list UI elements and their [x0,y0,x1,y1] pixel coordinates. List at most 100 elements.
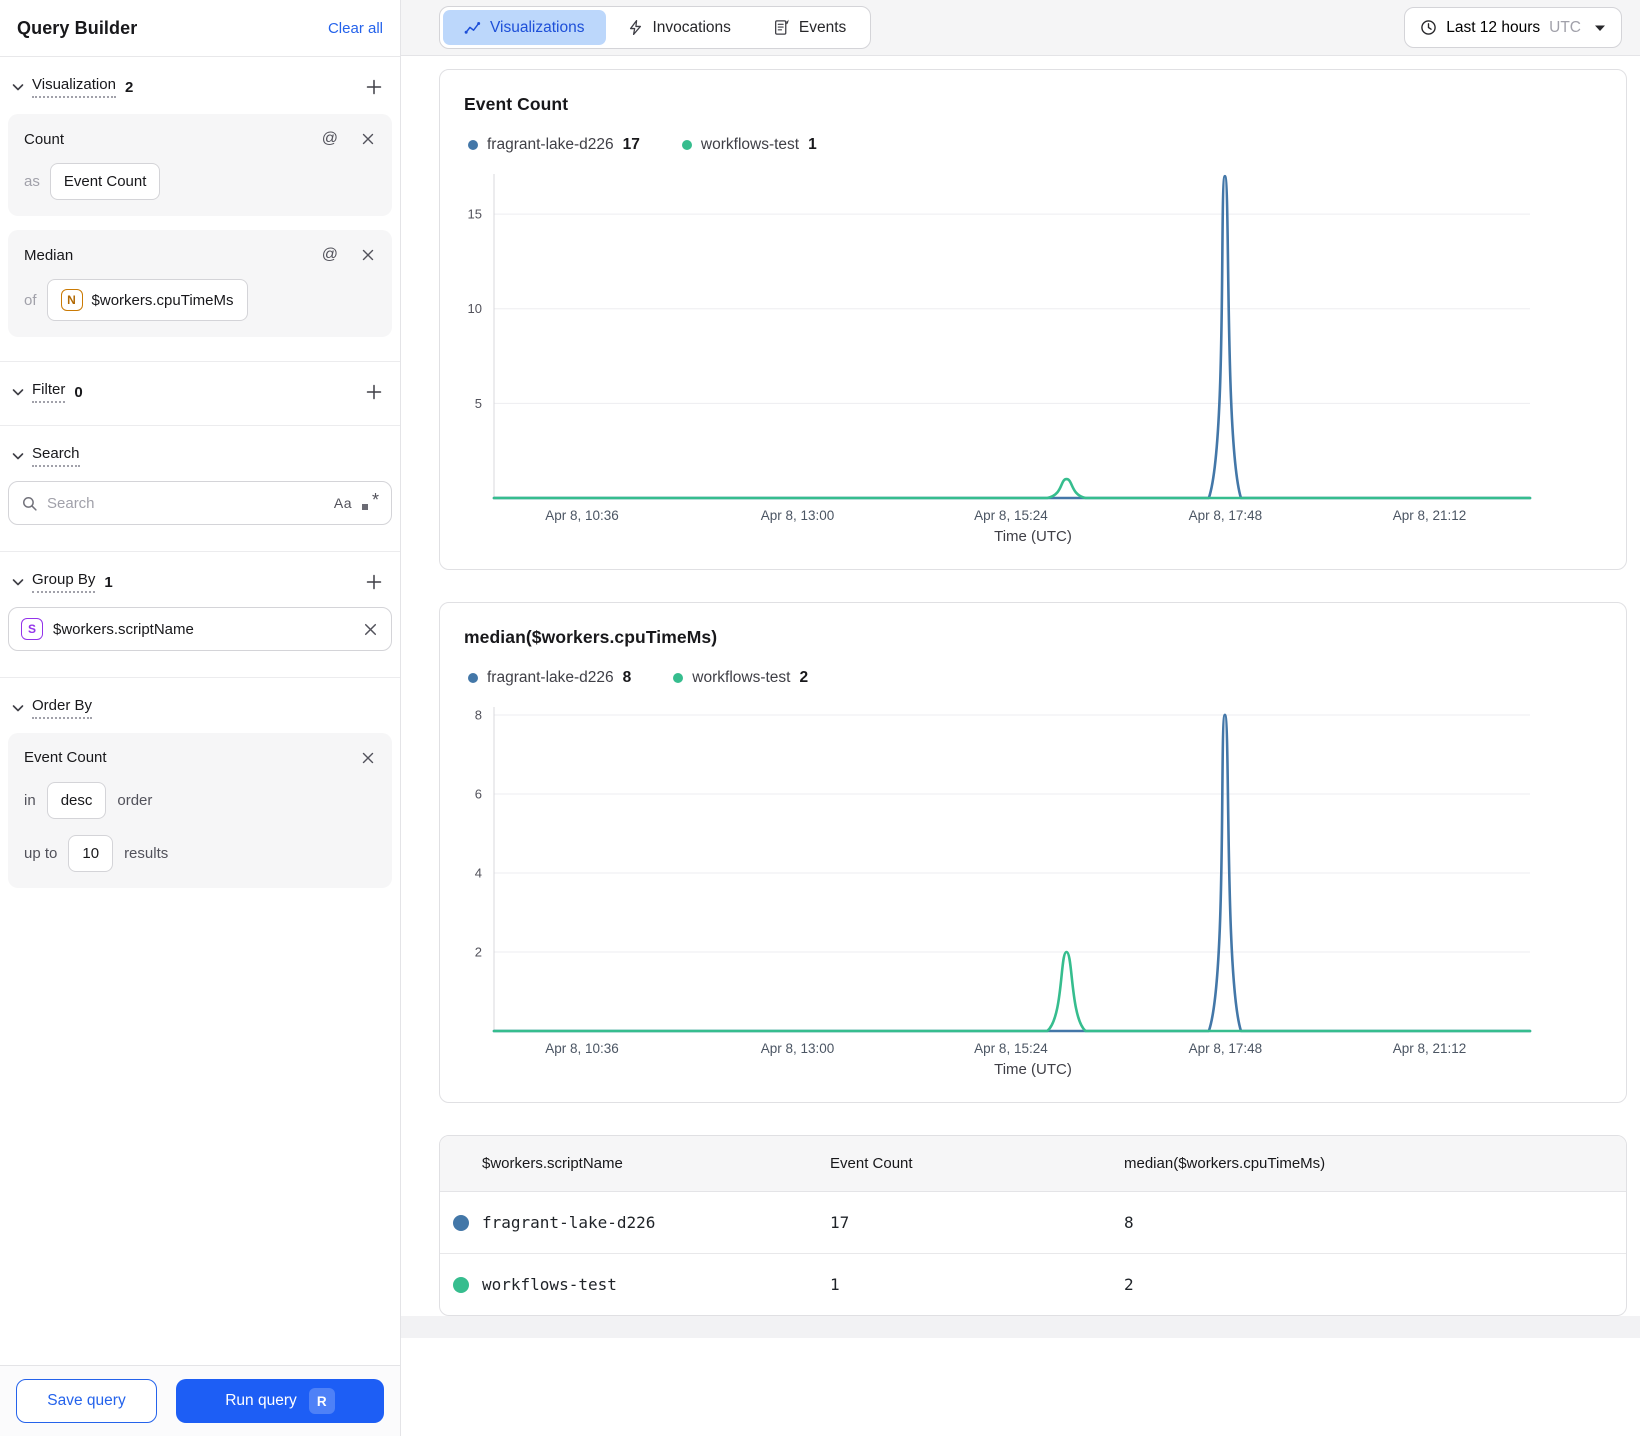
visualization-name: Count [24,130,65,148]
tab-label: Visualizations [490,18,585,36]
topbar: Visualizations Invocations Events Last 1… [401,0,1640,56]
series-color-dot [453,1276,469,1293]
match-case-icon[interactable]: Aa [333,495,352,511]
remove-visualization-button[interactable] [360,131,376,147]
svg-text:Apr 8, 17:48: Apr 8, 17:48 [1189,1041,1263,1056]
legend-series-name: workflows-test [700,136,800,153]
of-label: of [24,291,37,309]
lightning-icon [629,19,641,36]
group-by-section: Group By 1 S $workers.scriptName [0,551,400,677]
chart-legend: fragrant-lake-d226 17 workflows-test 1 [468,136,1602,154]
order-label: order [117,792,153,809]
cell-script-name: workflows-test [482,1275,617,1294]
at-sign-icon[interactable]: @ [321,130,338,147]
svg-text:8: 8 [475,707,482,722]
legend-item[interactable]: workflows-test 1 [681,136,817,154]
results-table: $workers.scriptName Event Count median($… [439,1135,1627,1316]
chevron-down-icon[interactable] [10,448,26,464]
order-by-section-label: Order By [32,697,93,719]
visualization-section: Visualization 2 Count @ as [0,57,400,361]
tab-visualizations[interactable]: Visualizations [443,10,606,45]
plus-icon [366,79,382,95]
svg-text:2: 2 [475,944,482,959]
table-row[interactable]: fragrant-lake-d226 17 8 [440,1192,1626,1254]
alias-value: Event Count [63,173,147,190]
sort-direction-value: desc [60,792,93,809]
tab-events[interactable]: Events [752,10,867,45]
svg-text:Apr 8, 15:24: Apr 8, 15:24 [974,1041,1048,1056]
tab-label: Events [798,18,847,36]
chevron-down-icon[interactable] [10,384,26,400]
svg-text:Apr 8, 10:36: Apr 8, 10:36 [545,508,619,523]
median-cpu-panel: median($workers.cpuTimeMs) fragrant-lake… [439,602,1627,1103]
document-icon [774,19,789,35]
legend-item[interactable]: fragrant-lake-d226 8 [468,669,631,687]
search-input[interactable] [47,494,325,512]
sidebar-scroll-area: Visualization 2 Count @ as [0,57,400,1365]
group-by-item[interactable]: S $workers.scriptName [8,607,392,651]
add-filter-button[interactable] [364,382,384,402]
up-to-label: up to [24,845,58,862]
search-section-label: Search [32,445,80,467]
alias-button[interactable]: Event Count [49,163,161,200]
remove-group-by-button[interactable] [362,621,379,638]
event-count-chart[interactable]: 5 10 15 Apr 8, 10:36 Apr 8, 13:00 Apr 8, 15:2… [464,164,1603,526]
legend-series-name: fragrant-lake-d226 [487,669,614,686]
cell-event-count: 1 [830,1275,840,1294]
x-axis-title: Time (UTC) [994,1061,1072,1078]
svg-text:4: 4 [475,865,482,880]
filter-section: Filter 0 [0,361,400,425]
main-content: Event Count fragrant-lake-d226 17 workfl… [401,56,1640,1436]
legend-dot [468,140,478,150]
tab-label: Invocations [652,18,731,36]
at-sign-icon[interactable]: @ [321,246,338,263]
add-group-by-button[interactable] [364,572,384,592]
sidebar-header: Query Builder Clear all [0,0,400,57]
svg-text:Apr 8, 21:12: Apr 8, 21:12 [1393,508,1467,523]
time-range-dropdown[interactable]: Last 12 hours UTC [1404,7,1622,48]
legend-item[interactable]: fragrant-lake-d226 17 [468,136,640,154]
median-cpu-chart[interactable]: 2 4 6 8 Apr 8, 10:36 Apr 8, 13:00 Apr 8, 15:24… [464,697,1603,1059]
close-icon [362,133,374,145]
filter-section-label: Filter [32,381,66,403]
order-by-field: Event Count [24,749,107,766]
regex-icon[interactable]: * [361,490,379,512]
legend-series-total: 8 [622,669,632,686]
clock-icon [1421,20,1436,35]
svg-text:6: 6 [475,786,482,801]
visualization-section-label: Visualization [32,76,116,98]
chevron-down-icon[interactable] [10,700,26,716]
bottom-strip [401,1316,1640,1338]
caret-down-icon [1595,25,1605,31]
legend-item[interactable]: workflows-test 2 [673,669,808,687]
run-query-label: Run query [225,1392,297,1409]
cell-event-count: 17 [830,1213,850,1232]
line-chart-icon [464,21,481,34]
legend-dot [673,673,684,683]
close-icon [362,249,374,261]
limit-button[interactable]: 10 [68,835,114,872]
main-area: Visualizations Invocations Events Last 1… [401,0,1640,1436]
group-by-section-label: Group By [32,571,96,593]
time-range-label: Last 12 hours [1446,18,1541,36]
in-label: in [24,792,36,809]
save-query-button[interactable]: Save query [16,1379,157,1423]
svg-text:15: 15 [468,207,482,222]
column-header-event-count: Event Count [830,1155,913,1172]
run-query-button[interactable]: Run query R [176,1379,384,1423]
chevron-down-icon[interactable] [10,574,26,590]
chevron-down-icon[interactable] [10,79,26,95]
field-select-button[interactable]: N $workers.cpuTimeMs [46,279,248,321]
table-header-row: $workers.scriptName Event Count median($… [440,1136,1626,1192]
table-row[interactable]: workflows-test 1 2 [440,1254,1626,1315]
sort-direction-button[interactable]: desc [46,782,107,819]
legend-series-name: fragrant-lake-d226 [487,136,614,153]
add-visualization-button[interactable] [364,77,384,97]
tab-invocations[interactable]: Invocations [606,10,752,45]
remove-visualization-button[interactable] [360,247,376,263]
limit-value: 10 [82,845,100,862]
svg-text:10: 10 [468,301,482,316]
clear-all-button[interactable]: Clear all [327,19,383,37]
remove-order-by-button[interactable] [360,750,376,766]
view-tabs: Visualizations Invocations Events [439,6,872,49]
